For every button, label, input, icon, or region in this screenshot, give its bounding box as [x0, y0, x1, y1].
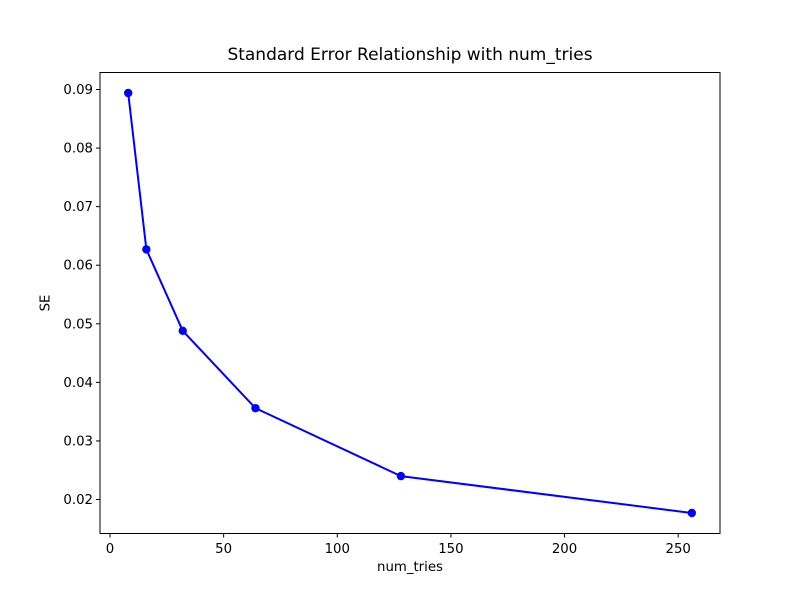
plot-border	[99, 72, 721, 534]
x-tick-label: 150	[438, 542, 463, 557]
y-axis-label: SE	[38, 294, 54, 312]
chart-title: Standard Error Relationship with num_tri…	[227, 45, 593, 65]
x-tick-label: 100	[325, 542, 350, 557]
y-tick-label: 0.07	[63, 200, 93, 215]
data-point	[396, 471, 406, 481]
y-tick-label: 0.04	[63, 376, 93, 391]
x-tick-label: 0	[106, 542, 114, 557]
y-tick-label: 0.03	[63, 434, 93, 449]
x-tick-label: 250	[665, 542, 690, 557]
x-axis-label: num_tries	[377, 560, 443, 575]
data-point	[178, 326, 187, 336]
data-point	[142, 245, 151, 254]
x-tick-label: 50	[215, 542, 232, 557]
data-point	[251, 403, 260, 413]
y-tick-label: 0.08	[63, 142, 93, 157]
se-line	[127, 92, 693, 514]
y-tick-label: 0.02	[63, 493, 93, 508]
y-tick-label: 0.05	[63, 317, 93, 332]
data-point	[687, 508, 697, 518]
y-tick-label: 0.06	[63, 259, 93, 274]
data-point	[123, 88, 133, 98]
x-tick-label: 200	[552, 542, 577, 557]
y-tick-label: 0.09	[63, 83, 93, 98]
